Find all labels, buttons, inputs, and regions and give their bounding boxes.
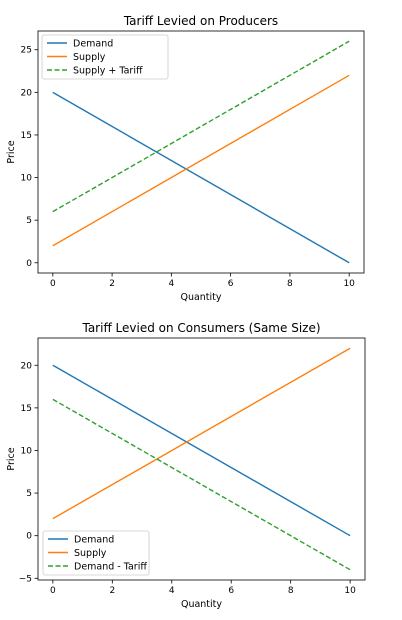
x-tick-label: 8 bbox=[287, 279, 293, 289]
y-tick-label: 15 bbox=[21, 404, 32, 414]
series-line-demand-tariff bbox=[52, 398, 351, 571]
y-tick-label: 0 bbox=[26, 259, 32, 269]
legend-box bbox=[42, 530, 150, 576]
x-tick-label: 10 bbox=[343, 279, 355, 289]
x-tick-label: 10 bbox=[344, 586, 356, 596]
series-line-demand bbox=[52, 91, 350, 264]
y-tick-label: 5 bbox=[26, 489, 32, 499]
x-axis-label: Quantity bbox=[181, 599, 222, 610]
plot-frame bbox=[37, 30, 365, 274]
y-tick-label: 10 bbox=[21, 174, 33, 184]
y-tick-label: 20 bbox=[21, 361, 33, 371]
chart-1: Tariff Levied on Producers 0 2 4 6 8 10 0 5 10 15 2… bbox=[6, 14, 365, 303]
legend-entry: Supply + Tariff bbox=[73, 65, 143, 76]
y-tick-label: −5 bbox=[19, 574, 32, 584]
x-tick-label: 2 bbox=[109, 586, 115, 596]
chart-2: Tariff Levied on Consumers (Same Size) 0 2… bbox=[6, 321, 366, 610]
legend-entry: Supply bbox=[74, 548, 107, 559]
legend-entry: Supply bbox=[73, 52, 106, 63]
legend-entry: Demand bbox=[73, 38, 113, 49]
y-tick-label: 20 bbox=[21, 88, 33, 98]
y-tick-label: 15 bbox=[21, 131, 32, 141]
legend-entry: Demand bbox=[74, 534, 114, 545]
legend: Demand Supply Demand - Tariff bbox=[42, 530, 150, 576]
y-tick-label: 25 bbox=[21, 46, 32, 56]
chart-title: Tariff Levied on Producers bbox=[123, 14, 278, 28]
series-line-supply bbox=[52, 74, 350, 247]
series-line-demand bbox=[52, 364, 351, 537]
chart-title: Tariff Levied on Consumers (Same Size) bbox=[81, 321, 320, 335]
plot-frame bbox=[37, 337, 366, 581]
y-tick-label: 5 bbox=[26, 216, 32, 226]
legend-box bbox=[41, 34, 169, 80]
x-tick-label: 0 bbox=[50, 279, 56, 289]
x-tick-label: 2 bbox=[109, 279, 115, 289]
x-tick-label: 4 bbox=[169, 586, 175, 596]
y-axis-label: Price bbox=[6, 140, 17, 163]
x-tick-label: 4 bbox=[168, 279, 174, 289]
x-tick-label: 6 bbox=[228, 279, 234, 289]
series-line-supply bbox=[52, 347, 351, 520]
x-tick-label: 6 bbox=[228, 586, 234, 596]
y-tick-label: 0 bbox=[26, 532, 32, 542]
x-axis-label: Quantity bbox=[180, 292, 221, 303]
y-axis-label: Price bbox=[6, 447, 17, 470]
x-tick-label: 0 bbox=[50, 586, 56, 596]
legend: Demand Supply Supply + Tariff bbox=[41, 34, 169, 80]
y-tick-label: 10 bbox=[21, 446, 33, 456]
series-line-supply-tariff bbox=[52, 40, 350, 213]
x-tick-label: 8 bbox=[288, 586, 294, 596]
legend-entry: Demand - Tariff bbox=[74, 561, 147, 572]
